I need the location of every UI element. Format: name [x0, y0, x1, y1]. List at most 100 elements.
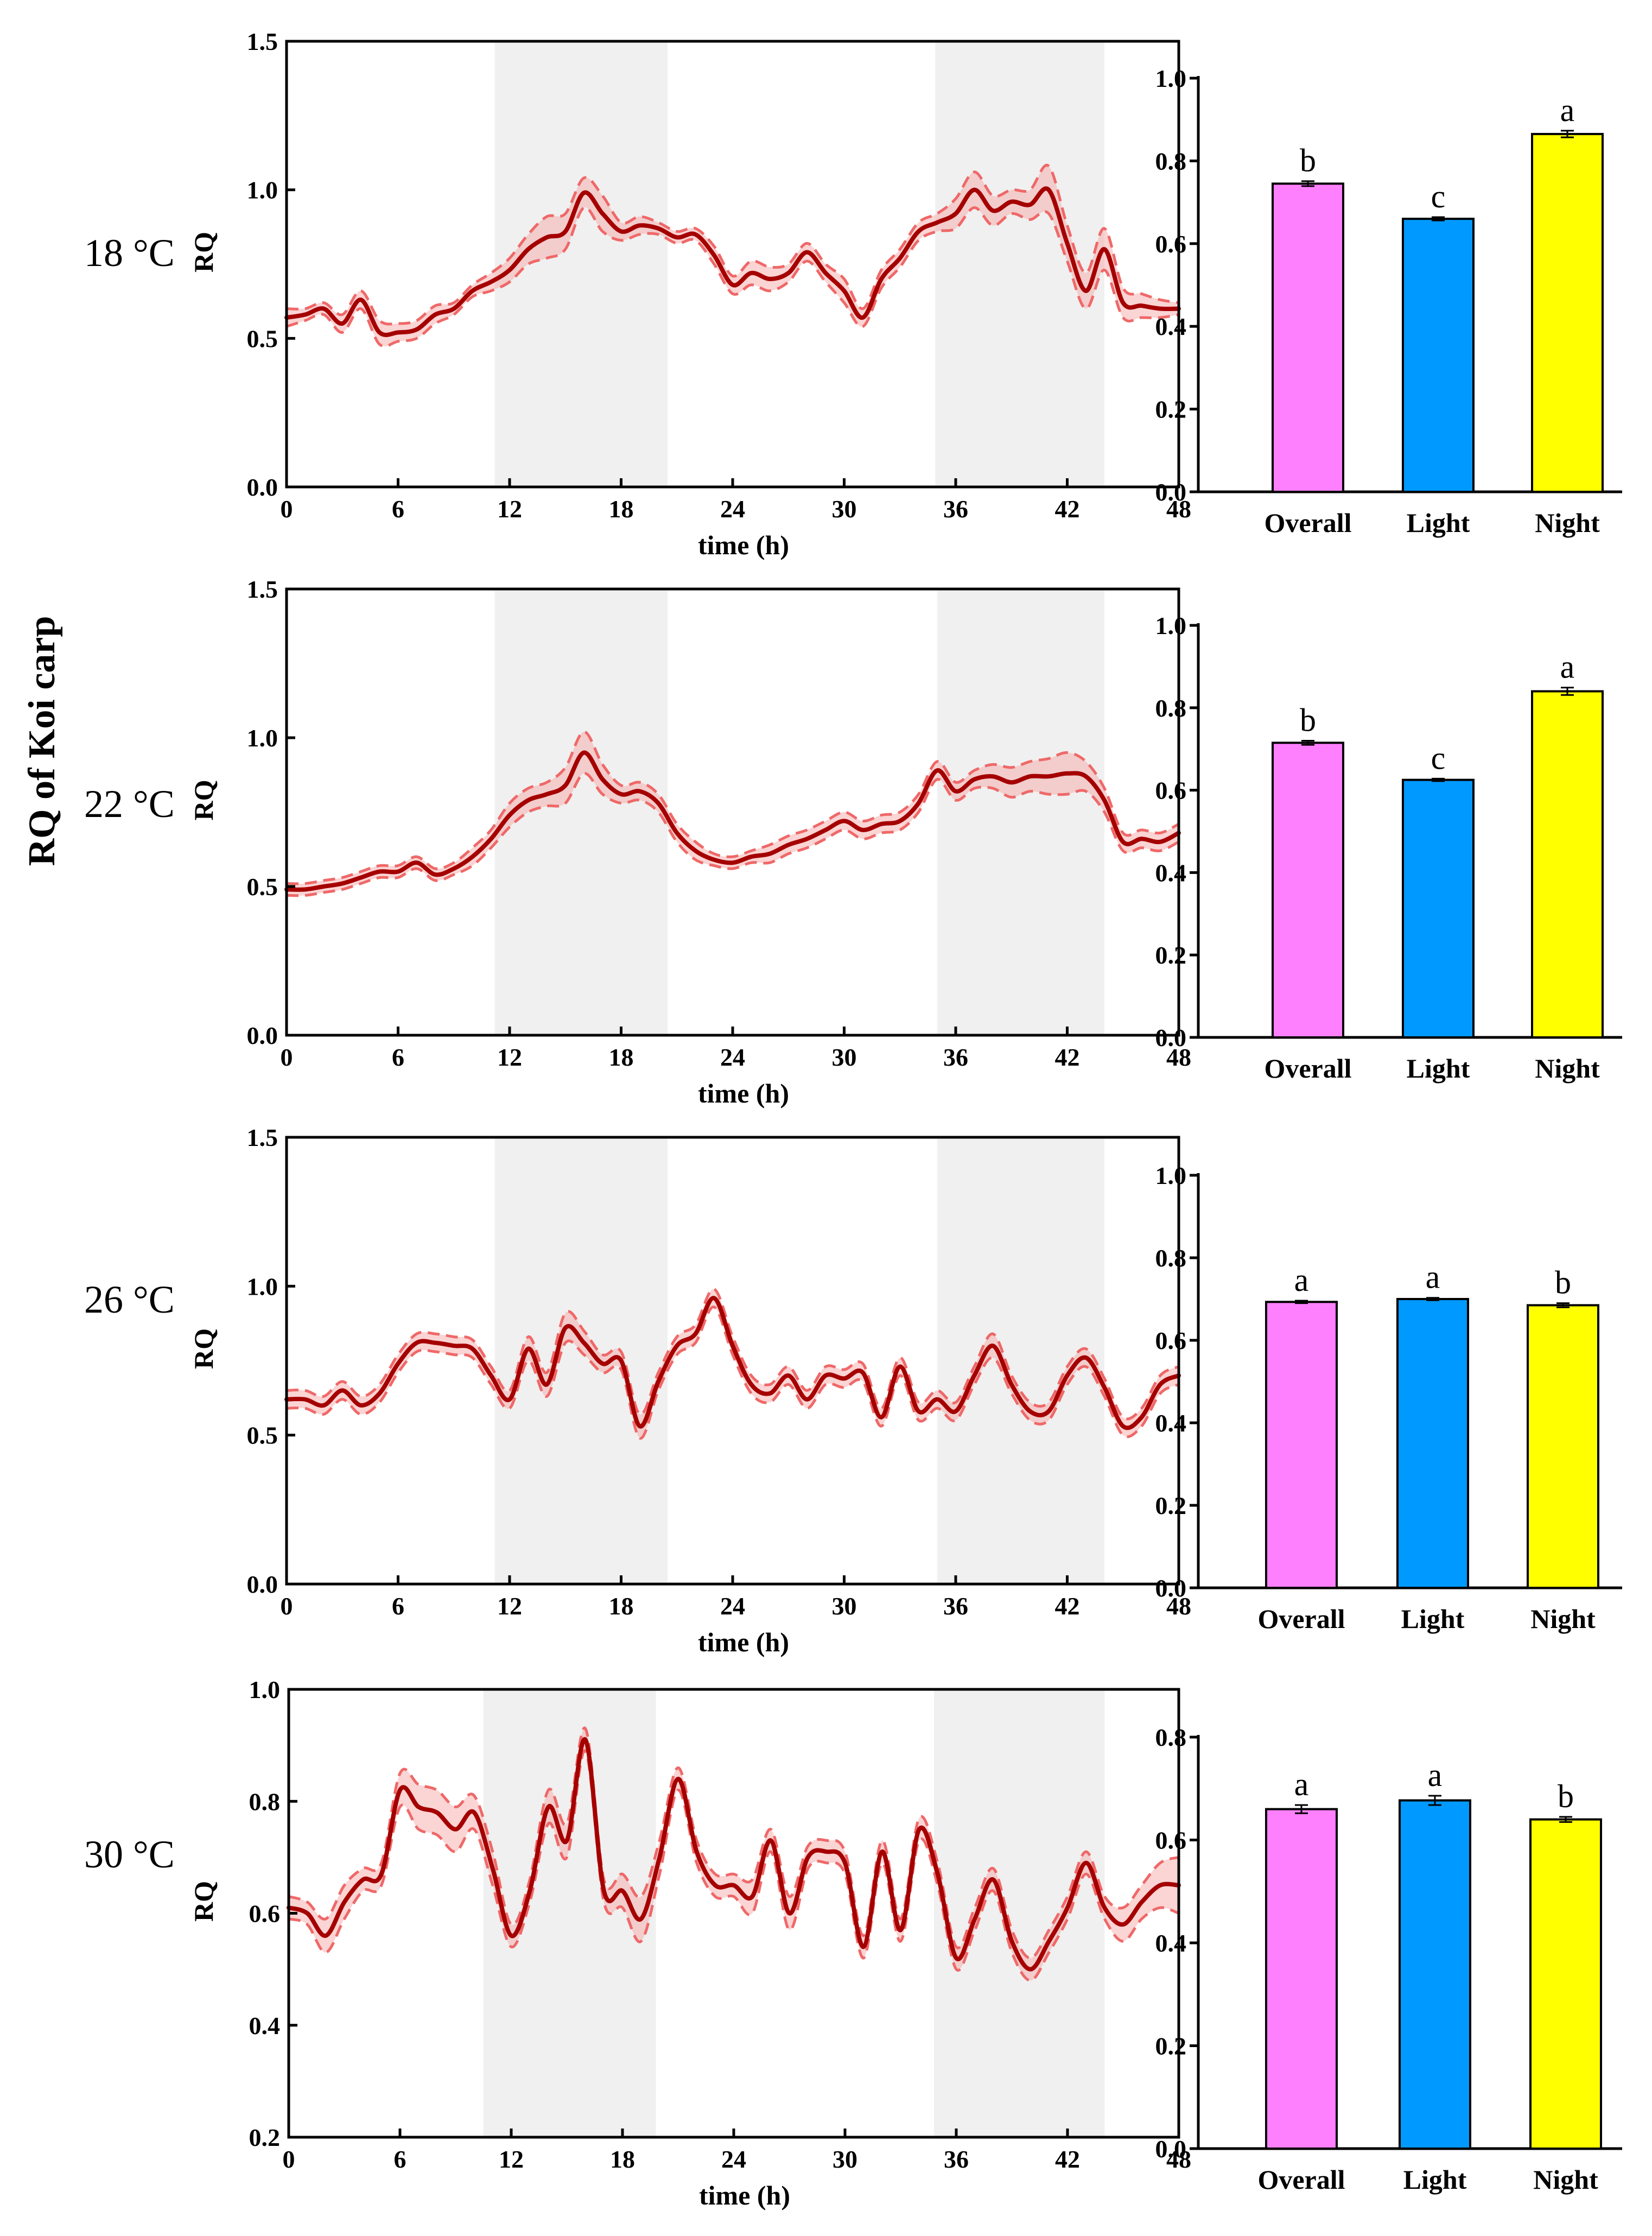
significance-letter: a: [1294, 1766, 1309, 1802]
bar-light: [1402, 218, 1475, 493]
y-tick-label: 0.6: [1155, 230, 1187, 258]
y-tick-label: 0.6: [1155, 1827, 1187, 1854]
significance-letter: b: [1558, 1778, 1574, 1814]
x-tick-label: 48: [1166, 1043, 1191, 1071]
x-tick-label: 0: [283, 2145, 295, 2173]
significance-letter: a: [1560, 649, 1575, 685]
temperature-label: 22 °C: [84, 782, 175, 826]
category-label: Overall: [1257, 1604, 1345, 1634]
x-tick-label: 6: [392, 1043, 404, 1071]
x-tick-label: 0: [281, 1592, 293, 1620]
y-tick-label: 0.0: [247, 1570, 278, 1598]
category-label: Light: [1407, 1053, 1470, 1084]
x-tick-label: 24: [720, 495, 745, 523]
y-axis-label: RQ: [188, 232, 219, 273]
y-tick-label: 0.4: [1155, 1929, 1187, 1957]
y-tick-label: 0.4: [249, 2012, 281, 2039]
line-panel-4: 0.2 0.4 0.6 0.8 1.0 0 6 12 18 24 30 36 42 48 time (h) R…: [84, 1676, 1191, 2210]
x-tick-label: 36: [943, 1043, 968, 1071]
y-axis-label: RQ: [188, 1328, 219, 1369]
y-tick-label: 1.0: [247, 724, 278, 752]
bar-overall: [1265, 1808, 1338, 2150]
category-label: Overall: [1264, 1053, 1351, 1084]
y-tick-label: 0.0: [1155, 1024, 1187, 1052]
x-tick-label: 42: [1055, 2145, 1080, 2173]
error-band-lower: [286, 1306, 1180, 1440]
mean-line: [284, 750, 1181, 892]
x-tick-label: 36: [943, 495, 968, 523]
y-tick-label: 0.8: [1155, 694, 1187, 722]
y-tick-label: 0.8: [1155, 1724, 1187, 1751]
y-tick-label: 0.4: [1155, 859, 1187, 886]
category-label: Light: [1407, 508, 1470, 538]
category-label: Night: [1535, 508, 1600, 538]
y-tick-label: 1.5: [247, 1124, 278, 1151]
bar-night: [1531, 132, 1604, 493]
x-tick-label: 12: [497, 1592, 522, 1620]
y-tick-label: 1.5: [247, 28, 278, 55]
category-label: Overall: [1257, 2164, 1345, 2195]
x-tick-label: 48: [1166, 495, 1191, 523]
y-tick-label: 1.0: [247, 1272, 278, 1300]
temperature-label: 30 °C: [84, 1833, 175, 1876]
temperature-label: 26 °C: [84, 1278, 175, 1321]
bar-panel-2: 0.0 0.2 0.4 0.6 0.8 1.0 b Overall c Light a Night: [1155, 612, 1622, 1084]
error-band-lower: [286, 206, 1179, 348]
error-band-lower: [286, 772, 1180, 897]
bar-panel-4: 0.0 0.2 0.4 0.6 0.8 a Overall a Light b Night: [1155, 1724, 1622, 2195]
mean-line: [284, 1296, 1181, 1430]
y-tick-label: 0.0: [1155, 2135, 1187, 2163]
x-tick-label: 18: [610, 2145, 635, 2173]
bar-night: [1529, 1818, 1602, 2150]
line-panel-2: 0.0 0.5 1.0 1.5 0 6 12 18 24 30 36 42 48 time (h) RQ 22…: [84, 575, 1191, 1109]
error-band-upper: [288, 1726, 1179, 1960]
x-axis-label: time (h): [698, 1078, 789, 1109]
bar-night: [1527, 1304, 1599, 1589]
bar-overall: [1265, 1301, 1338, 1589]
x-tick-label: 0: [281, 495, 293, 523]
x-axis-label: time (h): [698, 1627, 789, 1657]
dark-period-shade: [494, 589, 668, 1035]
dark-period-shade: [934, 1689, 1105, 2137]
x-tick-label: 30: [833, 2145, 857, 2173]
y-tick-label: 0.8: [249, 1788, 281, 1815]
x-tick-label: 36: [944, 2145, 969, 2173]
bar-night: [1531, 690, 1604, 1038]
x-tick-label: 36: [943, 1592, 968, 1620]
x-tick-label: 42: [1055, 1592, 1080, 1620]
dark-period-shade: [483, 1689, 656, 2137]
y-tick-label: 0.2: [1155, 1492, 1187, 1519]
dark-period-shade: [494, 41, 668, 487]
y-tick-label: 0.5: [247, 873, 278, 901]
bar-light: [1396, 1298, 1469, 1589]
figure-ylabel: RQ of Koi carp: [21, 616, 63, 866]
significance-letter: b: [1300, 143, 1316, 179]
y-tick-label: 0.8: [1155, 1244, 1187, 1272]
bar-panel-3: 0.0 0.2 0.4 0.6 0.8 1.0 a Overall a Light b Night: [1155, 1162, 1622, 1634]
error-band-lower: [288, 1749, 1179, 1982]
x-tick-label: 42: [1055, 1043, 1080, 1071]
category-label: Overall: [1264, 508, 1351, 538]
x-tick-label: 12: [497, 1043, 522, 1071]
error-band-upper: [286, 1288, 1180, 1421]
y-tick-label: 0.5: [247, 325, 278, 352]
y-axis-label: RQ: [188, 1881, 219, 1922]
x-tick-label: 18: [609, 1043, 634, 1071]
y-tick-label: 0.2: [1155, 2032, 1187, 2060]
dark-period-shade: [935, 41, 1104, 487]
error-band-upper: [286, 730, 1180, 885]
y-tick-label: 0.8: [1155, 147, 1187, 175]
x-tick-label: 24: [721, 2145, 746, 2173]
bar-light: [1399, 1799, 1471, 2150]
y-tick-label: 1.0: [249, 1676, 281, 1703]
mean-line: [287, 1737, 1181, 1972]
significance-letter: b: [1300, 702, 1316, 738]
x-tick-label: 6: [394, 2145, 406, 2173]
x-tick-label: 24: [720, 1592, 745, 1620]
significance-letter: a: [1560, 92, 1575, 128]
y-tick-label: 0.2: [249, 2124, 281, 2151]
y-tick-label: 1.5: [247, 575, 278, 603]
y-axis-label: RQ: [188, 780, 219, 821]
category-label: Night: [1533, 2164, 1598, 2195]
